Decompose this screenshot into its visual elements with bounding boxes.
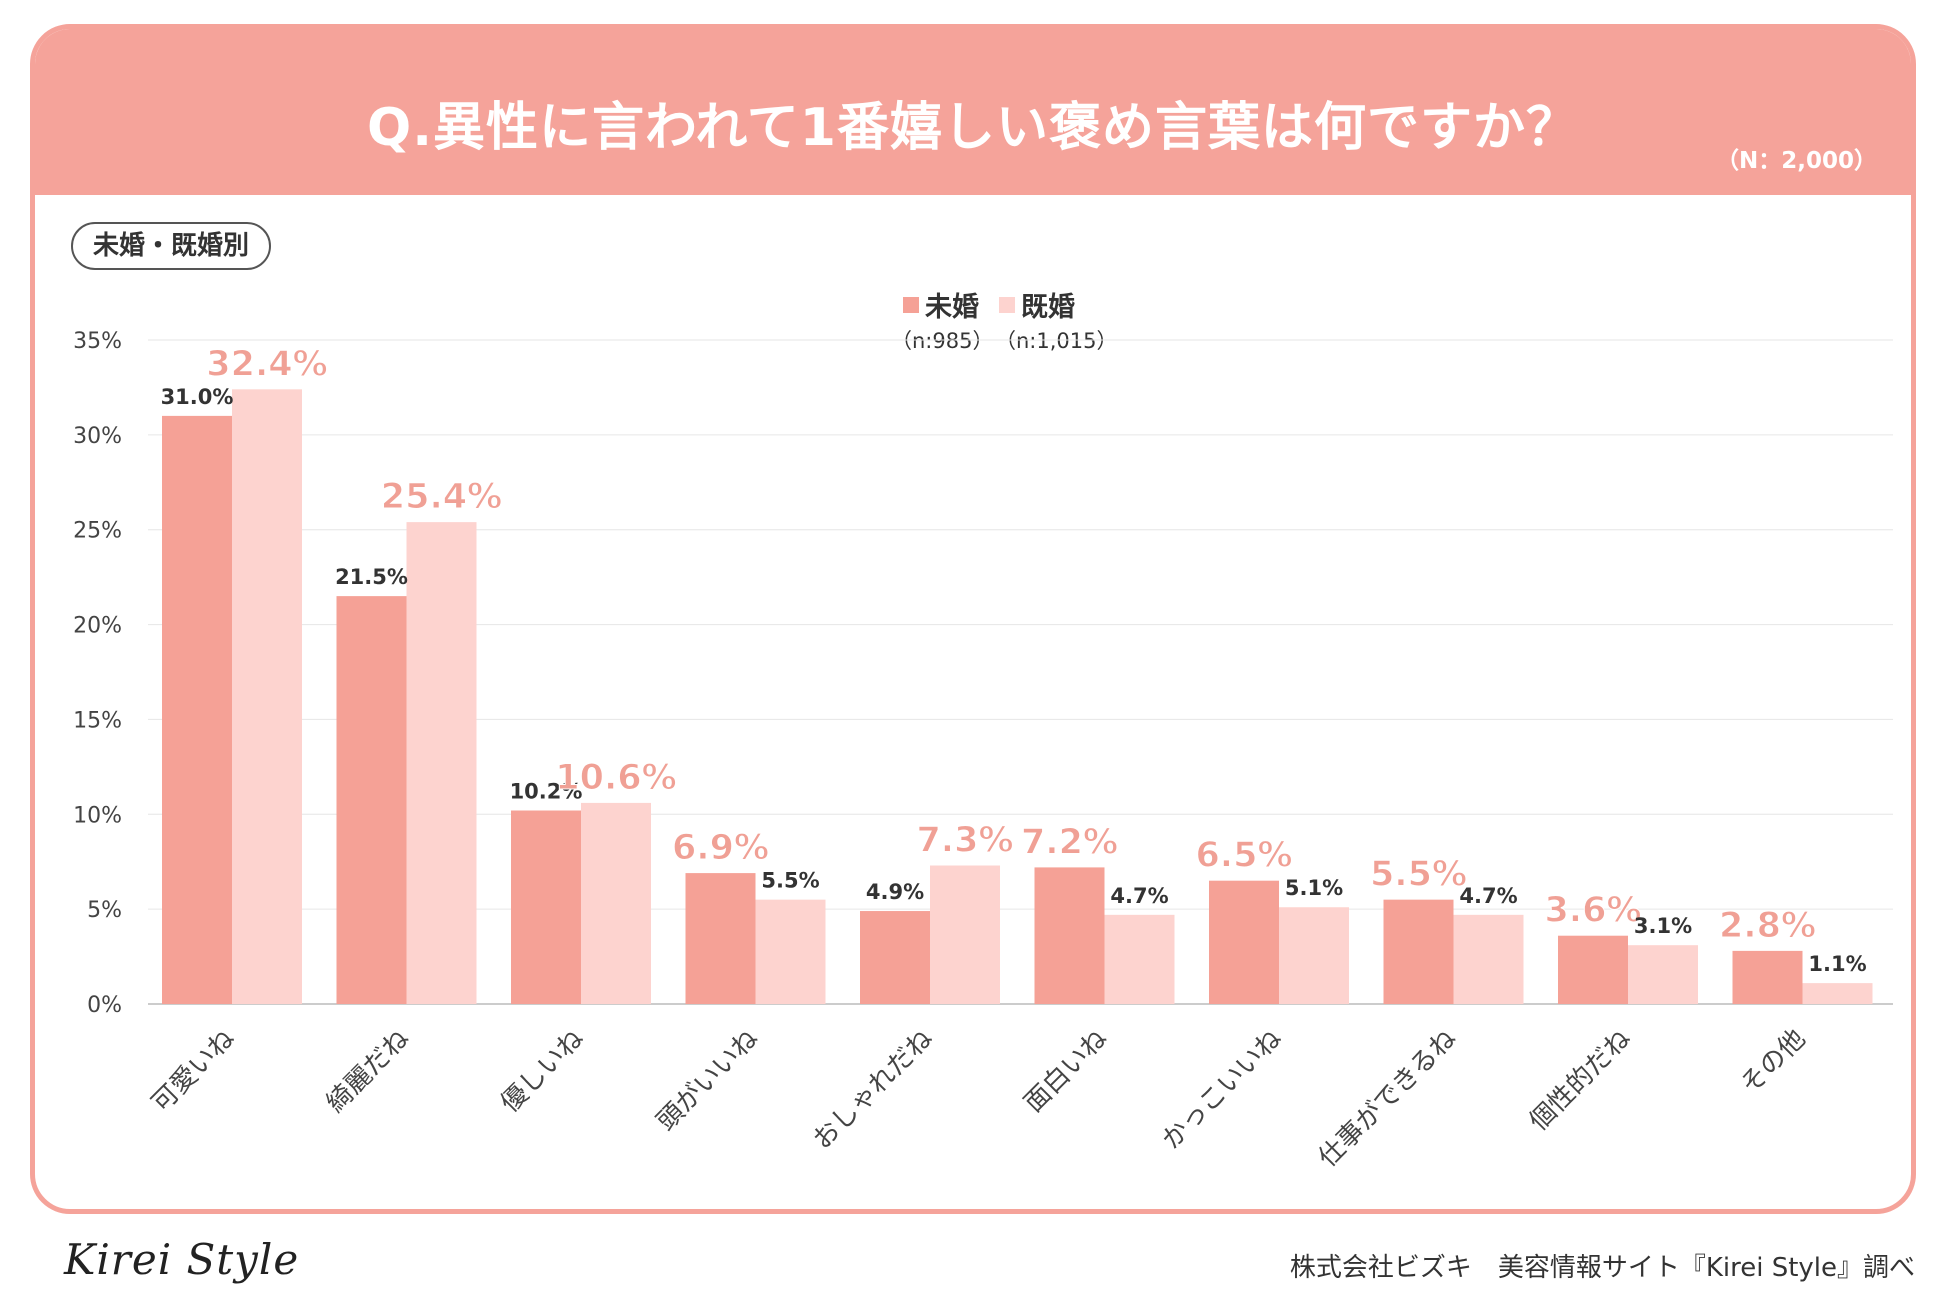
legend-swatch-married (999, 296, 1015, 313)
chart-card: Q.異性に言われて1番嬉しい褒め言葉は何ですか？ （N：2,000） 未婚・既婚… (30, 24, 1916, 1214)
sample-size-total: （N：2,000） (1716, 148, 1877, 174)
legend-swatch-unmarried (903, 296, 919, 313)
legend-item-married: 既婚 (999, 285, 1075, 324)
chart-title: Q.異性に言われて1番嬉しい褒め言葉は何ですか？ (367, 98, 1579, 158)
legend: 未婚 既婚 （n:985） （n:1,015） (891, 285, 1133, 365)
legend-n-married: （n:1,015） (995, 329, 1118, 353)
segment-label: 未婚・既婚別 (71, 222, 272, 270)
legend-item-unmarried: 未婚 (903, 285, 979, 324)
legend-n-unmarried: （n:985） (891, 329, 994, 353)
header-banner: Q.異性に言われて1番嬉しい褒め言葉は何ですか？ （N：2,000） (35, 29, 1911, 195)
legend-label-unmarried: 未婚 (925, 292, 979, 323)
source-credit: 株式会社ビズキ 美容情報サイト『Kirei Style』調べ (1289, 1253, 1915, 1283)
legend-label-married: 既婚 (1021, 292, 1075, 323)
kirei-style-logo: Kirei Style (64, 1235, 300, 1284)
